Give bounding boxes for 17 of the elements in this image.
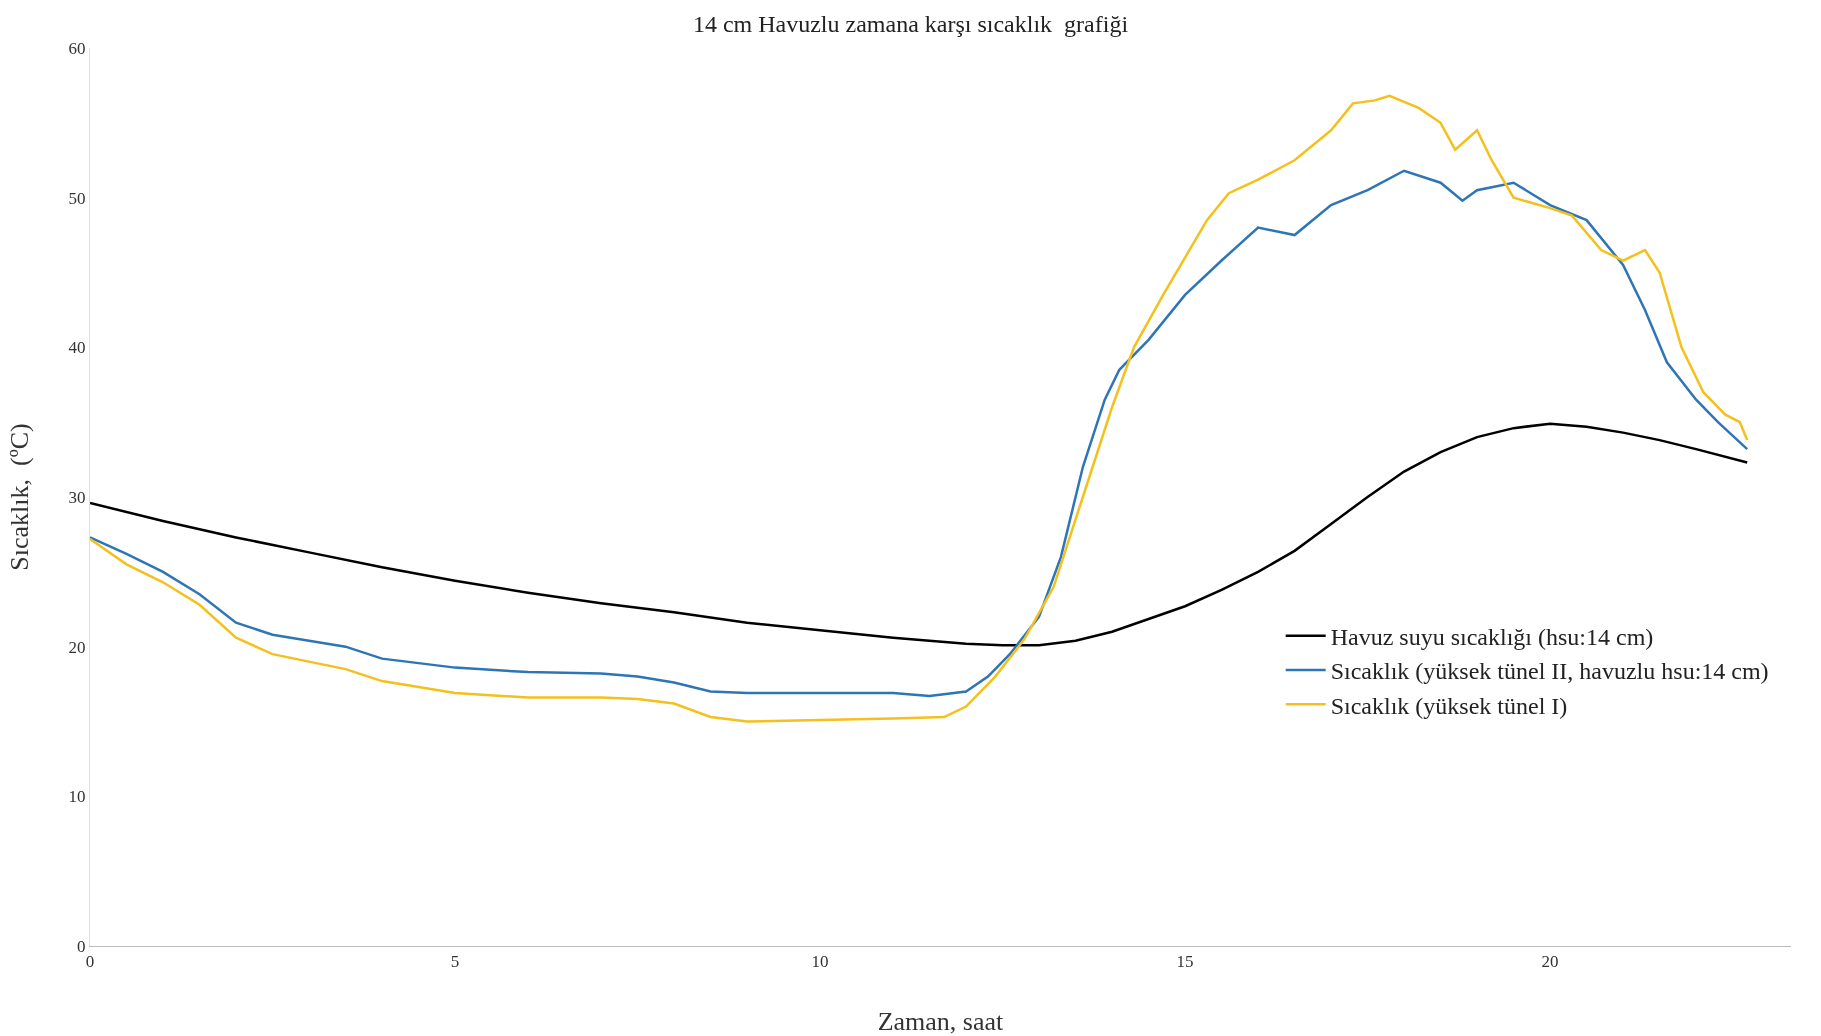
x-tick-label: 10 bbox=[811, 952, 829, 972]
legend-label: Havuz suyu sıcaklığı (hsu:14 cm) bbox=[1330, 624, 1654, 651]
legend-label: Sıcaklık (yüksek tünel II, havuzlu hsu:14 cm) bbox=[1330, 658, 1769, 685]
y-tick-label: 40 bbox=[68, 338, 86, 358]
y-tick-label: 10 bbox=[68, 787, 86, 807]
y-tick-label: 60 bbox=[68, 38, 86, 58]
x-tick-label: 5 bbox=[450, 952, 460, 972]
y-tick-label: 20 bbox=[68, 637, 86, 657]
x-tick-label: 20 bbox=[1541, 952, 1559, 972]
x-tick-label: 15 bbox=[1176, 952, 1194, 972]
y-axis-title: Sıcaklık, (ºC) bbox=[5, 423, 34, 571]
y-tick-label: 50 bbox=[68, 188, 86, 208]
y-tick-label: 30 bbox=[68, 487, 86, 507]
x-axis-title: Zaman, saat bbox=[877, 1007, 1005, 1036]
chart-title: 14 cm Havuzlu zamana karşı sıcaklık grafiği bbox=[692, 11, 1129, 38]
y-tick-label: 0 bbox=[77, 936, 86, 956]
legend-label: Sıcaklık (yüksek tünel I) bbox=[1330, 692, 1568, 719]
